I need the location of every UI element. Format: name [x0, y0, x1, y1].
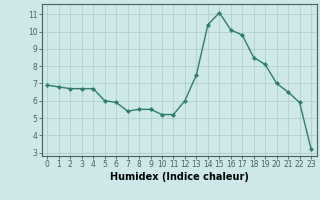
X-axis label: Humidex (Indice chaleur): Humidex (Indice chaleur)	[110, 172, 249, 182]
